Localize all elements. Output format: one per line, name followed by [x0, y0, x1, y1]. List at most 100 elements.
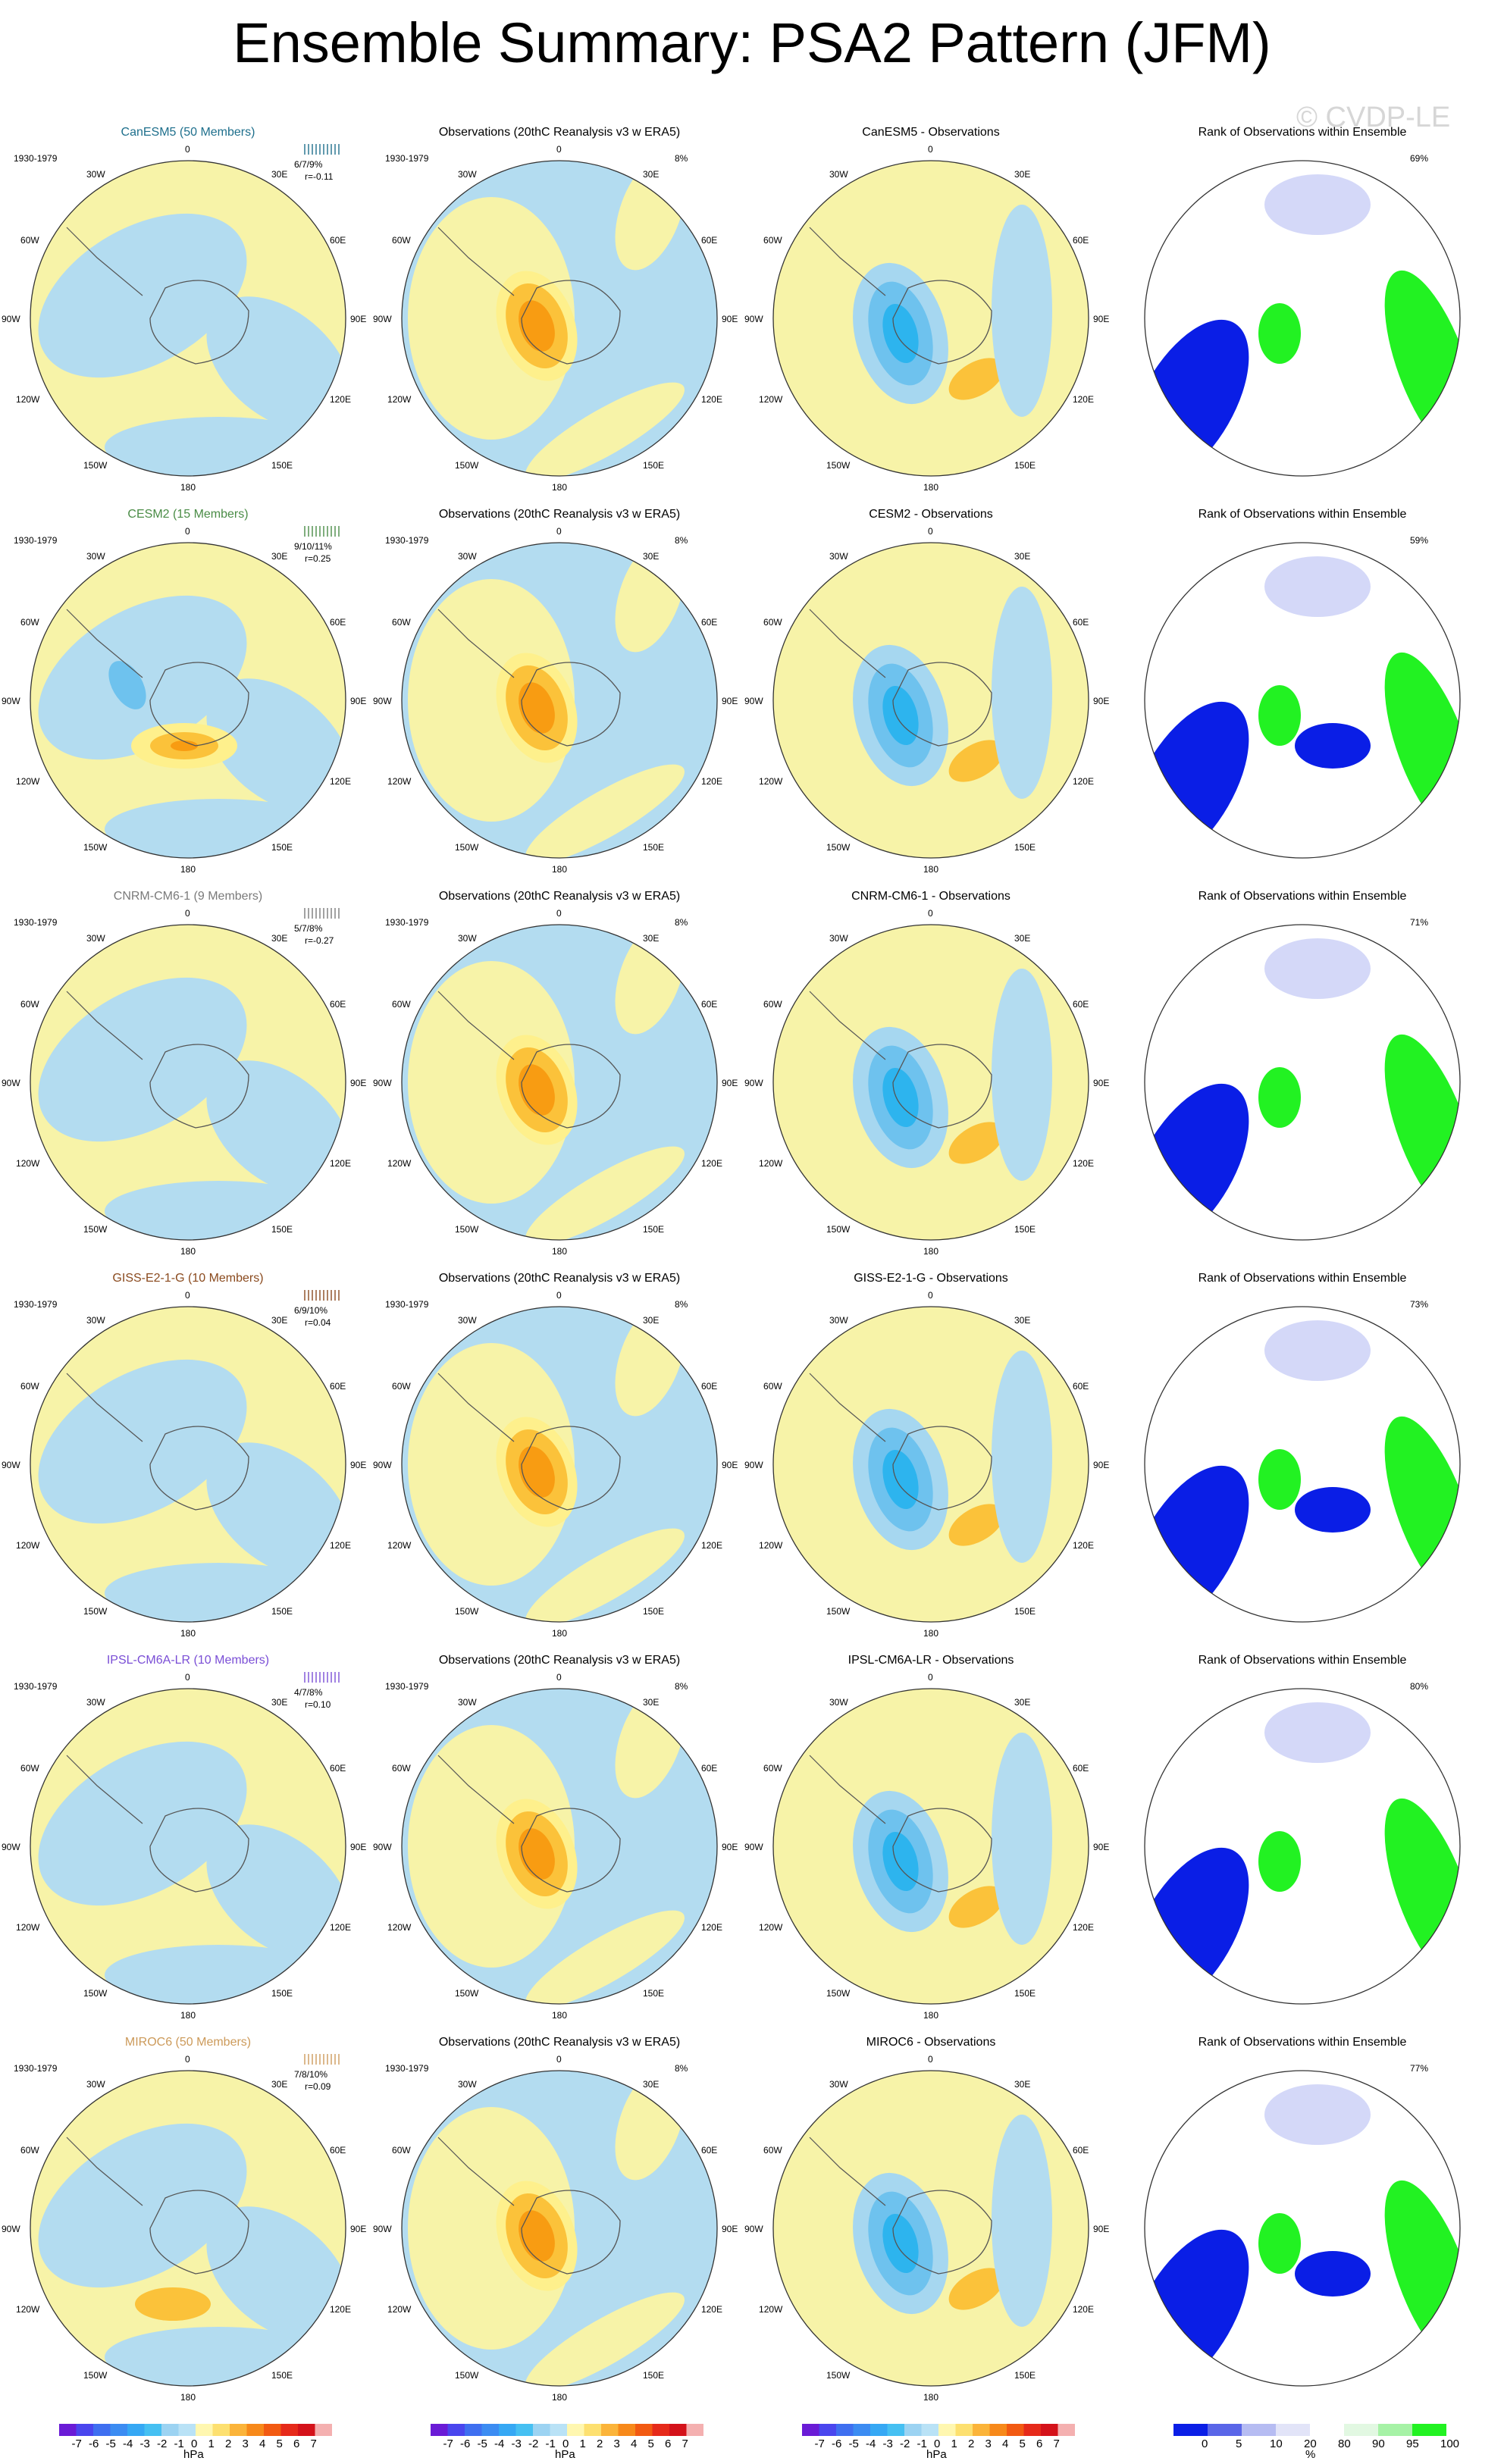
- model-map: [30, 924, 346, 1241]
- lon-label-br: 150E: [271, 1223, 293, 1235]
- lon-label-l: 90W: [2, 696, 20, 706]
- colorbar-swatch: [230, 2424, 247, 2436]
- colorbar-swatch: [212, 2424, 230, 2436]
- lon-label-r: 90E: [350, 2224, 367, 2234]
- lon-label-tl: 30W: [86, 169, 105, 180]
- model-percent-label: 7/8/10%: [294, 2069, 328, 2080]
- lon-label-r2: 120E: [1072, 2304, 1094, 2315]
- colorbar-tick-label: 2: [597, 2437, 603, 2450]
- lon-label-r2: 120E: [1072, 776, 1094, 787]
- colorbar-swatch: [989, 2424, 1007, 2436]
- diff-title: CanESM5 - Observations: [862, 126, 1000, 139]
- lon-label-bottom: 180: [180, 482, 196, 493]
- period-label: 1930-1979: [385, 917, 429, 928]
- diff-title: CNRM-CM6-1 - Observations: [851, 890, 1010, 903]
- lon-label-bl: 150W: [83, 2369, 108, 2381]
- lon-label-br: 150E: [1014, 2369, 1036, 2381]
- colorbar-tick-label: 80: [1338, 2437, 1351, 2450]
- rank-panel: 73% Rank of Observations within Ensemble: [1120, 1267, 1484, 1646]
- rank-colorbar: 0 5 10 20 80 90 95 100%: [1158, 2424, 1462, 2461]
- period-label: 1930-1979: [385, 2063, 429, 2074]
- lon-label-r: 90E: [722, 1078, 738, 1088]
- colorbar-tick-label: 6: [665, 2437, 672, 2450]
- obs-percent-label: 8%: [675, 2063, 688, 2074]
- lon-label-l1: 60W: [392, 2145, 411, 2156]
- rank-panel: 71% Rank of Observations within Ensemble: [1120, 885, 1484, 1264]
- colorbar-swatch: [499, 2424, 516, 2436]
- lon-label-r: 90E: [1093, 1078, 1110, 1088]
- lon-label-bottom: 180: [552, 482, 568, 493]
- diff-panel: 0 30W 30E 60W 60E 90W 90E 120W 120E 150W 150E 180 GI…: [744, 1267, 1113, 1646]
- lon-label-top: 0: [928, 908, 933, 919]
- lon-label-l2: 120W: [16, 776, 40, 787]
- colorbar-swatch: [1007, 2424, 1024, 2436]
- lon-label-tl: 30W: [829, 551, 848, 562]
- lon-label-l1: 60W: [392, 1381, 411, 1392]
- lon-label-r: 90E: [1093, 1842, 1110, 1852]
- lon-label-tl: 30W: [458, 1697, 477, 1708]
- model-map: [30, 2070, 346, 2387]
- colorbar-tick-label: 2: [225, 2437, 232, 2450]
- lon-label-r2: 120E: [1072, 1540, 1094, 1551]
- lon-label-br: 150E: [643, 1605, 665, 1617]
- colorbar-swatch: [481, 2424, 499, 2436]
- lon-label-top: 0: [556, 144, 562, 155]
- lon-label-r: 90E: [722, 1842, 738, 1852]
- lon-label-r1: 60E: [329, 1763, 346, 1774]
- lon-label-br: 150E: [271, 1605, 293, 1617]
- model-title: GISS-E2-1-G (10 Members): [112, 1272, 264, 1285]
- lon-label-r1: 60E: [329, 1381, 346, 1392]
- diff-title: CESM2 - Observations: [869, 508, 993, 521]
- lon-label-bl: 150W: [455, 1987, 479, 1999]
- lon-label-bottom: 180: [552, 1628, 568, 1639]
- lon-label-bl: 150W: [83, 1223, 108, 1235]
- diff-map: [772, 924, 1089, 1241]
- lon-label-tr: 30E: [643, 1315, 660, 1326]
- colorbar-swatch: [1023, 2424, 1041, 2436]
- colorbar-swatch: [110, 2424, 127, 2436]
- lon-label-r: 90E: [1093, 2224, 1110, 2234]
- colorbar-swatch: [144, 2424, 161, 2436]
- lon-label-l2: 120W: [16, 2304, 40, 2315]
- lon-label-r1: 60E: [700, 999, 718, 1010]
- colorbar-tick-label: 0: [191, 2437, 198, 2450]
- member-spread-icon: [304, 2054, 340, 2065]
- lon-label-r: 90E: [350, 1460, 367, 1470]
- lon-label-l2: 120W: [387, 776, 412, 787]
- lon-label-tl: 30W: [86, 933, 105, 944]
- diff-map: [772, 1306, 1089, 1623]
- colorbar-swatch: [669, 2424, 687, 2436]
- lon-label-r: 90E: [722, 696, 738, 706]
- colorbar-swatch: [315, 2424, 332, 2436]
- model-panel: 1930-1979 0 30W 30E 60W 60E 90W 90E 120W 120E 150W…: [2, 2031, 370, 2410]
- obs-map: [401, 2070, 718, 2387]
- colorbar-swatch: [465, 2424, 482, 2436]
- diff-title: GISS-E2-1-G - Observations: [854, 1272, 1008, 1285]
- lon-label-r: 90E: [350, 696, 367, 706]
- lon-label-tl: 30W: [829, 1697, 848, 1708]
- member-spread-icon: [304, 908, 340, 919]
- colorbar-tick-label: 3: [613, 2437, 620, 2450]
- lon-label-bl: 150W: [826, 459, 851, 471]
- model-correlation-label: r=0.10: [305, 1699, 331, 1710]
- obs-panel: 1930-1979 0 30W 30E 60W 60E 90W 90E 120W 120E 150W…: [373, 1649, 741, 2028]
- colorbar-swatch: [515, 2424, 533, 2436]
- colorbar-tick-label: -3: [139, 2437, 150, 2450]
- obs-title: Observations (20thC Reanalysis v3 w ERA5…: [438, 2036, 681, 2049]
- period-label: 1930-1979: [385, 535, 429, 546]
- hpa-colorbar: -7 -6 -5 -4 -3 -2 -1 0 1 2 3 4 5 6 7 hPa: [415, 2424, 719, 2461]
- colorbar-swatch: [550, 2424, 567, 2436]
- lon-label-tl: 30W: [86, 551, 105, 562]
- lon-label-r1: 60E: [700, 1763, 718, 1774]
- hpa-colorbar-swatches: [59, 2424, 332, 2436]
- model-correlation-label: r=0.04: [305, 1317, 331, 1328]
- lon-label-top: 0: [556, 1672, 562, 1683]
- colorbar-tick-label: -1: [545, 2437, 556, 2450]
- lon-label-r: 90E: [350, 314, 367, 324]
- lon-label-bottom: 180: [180, 2392, 196, 2403]
- lon-label-bl: 150W: [455, 2369, 479, 2381]
- lon-label-r: 90E: [1093, 314, 1110, 324]
- colorbar-swatch: [921, 2424, 938, 2436]
- lon-label-tr: 30E: [1014, 1315, 1031, 1326]
- lon-label-tl: 30W: [86, 2079, 105, 2090]
